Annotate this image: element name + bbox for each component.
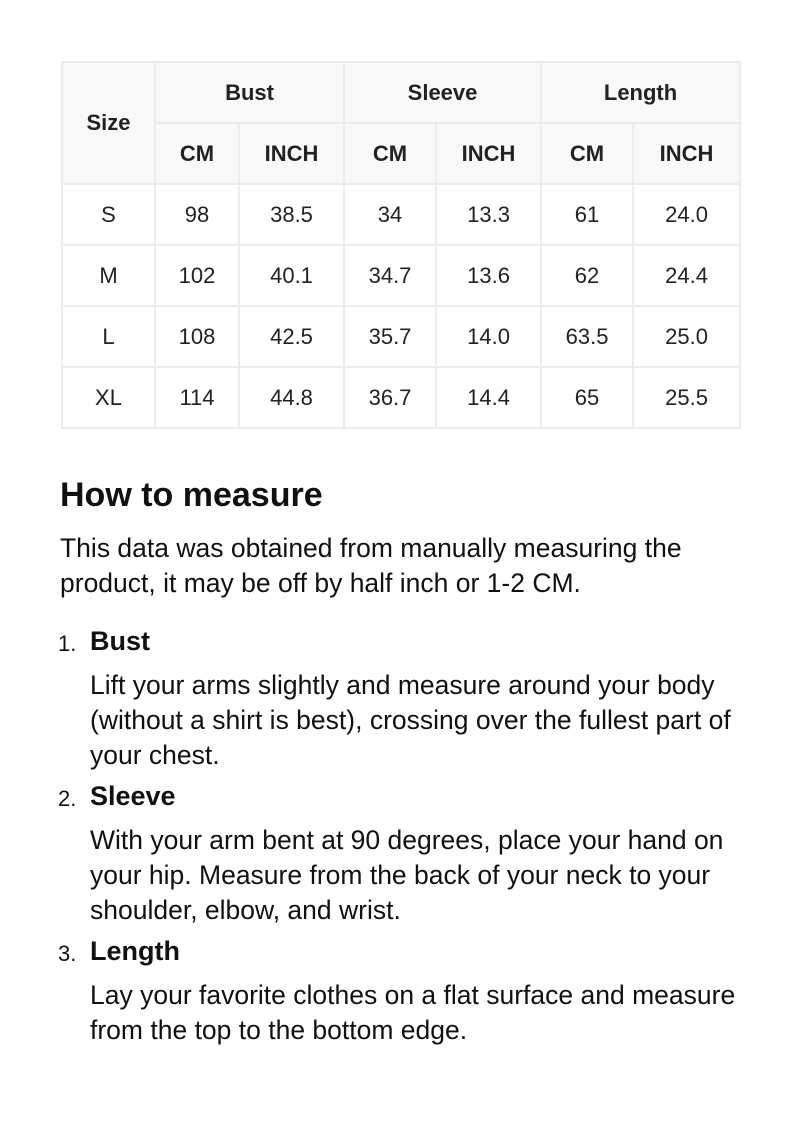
table-row: S 98 38.5 34 13.3 61 24.0 [61,183,742,246]
how-to-measure-heading: How to measure [60,476,323,514]
item-title: Sleeve [90,781,176,811]
measure-list: 1. Bust Lift your arms slightly and meas… [0,623,760,1048]
table-row: XL 114 44.8 36.7 14.4 65 25.5 [61,366,742,429]
value-cell: 24.4 [632,244,742,307]
item-description: Lay your favorite clothes on a flat surf… [90,980,736,1045]
value-cell: 63.5 [540,305,635,368]
size-chart: Size Bust Sleeve Length CM INCH CM INCH … [61,61,742,429]
value-cell: 13.3 [435,183,543,246]
value-cell: 36.7 [343,366,438,429]
value-cell: 38.5 [237,183,346,246]
value-cell: 25.5 [632,366,742,429]
size-cell: XL [61,366,156,429]
item-description: Lift your arms slightly and measure arou… [90,670,731,770]
value-cell: 108 [154,305,240,368]
value-cell: 62 [540,244,635,307]
value-cell: 42.5 [237,305,346,368]
size-header: Size [61,61,156,185]
unit-header: INCH [237,122,346,185]
value-cell: 65 [540,366,635,429]
size-cell: L [61,305,156,368]
unit-header: INCH [435,122,543,185]
value-cell: 114 [154,366,240,429]
value-cell: 25.0 [632,305,742,368]
item-number: 2. [58,786,77,811]
group-header-length: Length [540,61,742,124]
item-number: 1. [58,631,77,656]
value-cell: 13.6 [435,244,543,307]
group-header-sleeve: Sleeve [343,61,543,124]
value-cell: 61 [540,183,635,246]
value-cell: 98 [154,183,240,246]
item-title: Length [90,936,180,966]
item-number: 3. [58,941,77,966]
value-cell: 14.0 [435,305,543,368]
list-item-sleeve: 2. Sleeve With your arm bent at 90 degre… [0,778,760,928]
value-cell: 24.0 [632,183,742,246]
size-table: Size Bust Sleeve Length CM INCH CM INCH … [61,61,742,429]
table-row: M 102 40.1 34.7 13.6 62 24.4 [61,244,742,307]
group-header-bust: Bust [153,61,346,124]
value-cell: 35.7 [343,305,438,368]
value-cell: 102 [154,244,240,307]
unit-header: CM [343,122,438,185]
list-item-bust: 1. Bust Lift your arms slightly and meas… [0,623,760,773]
size-cell: S [61,183,156,246]
intro-text: This data was obtained from manually mea… [60,533,682,598]
item-description: With your arm bent at 90 degrees, place … [90,825,724,925]
list-item-length: 3. Length Lay your favorite clothes on a… [0,933,760,1048]
size-cell: M [61,244,156,307]
value-cell: 34.7 [343,244,438,307]
value-cell: 34 [343,183,438,246]
value-cell: 44.8 [237,366,346,429]
value-cell: 14.4 [435,366,543,429]
item-title: Bust [90,626,150,656]
value-cell: 40.1 [237,244,346,307]
unit-header: CM [540,122,635,185]
unit-header: CM [154,122,240,185]
table-row: L 108 42.5 35.7 14.0 63.5 25.0 [61,305,742,368]
unit-header: INCH [632,122,742,185]
